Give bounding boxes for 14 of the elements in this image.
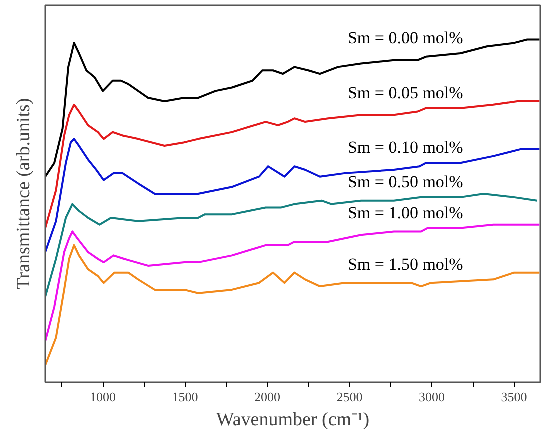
x-tick-label: 3500 (501, 390, 528, 404)
x-tick-label: 2500 (336, 390, 363, 404)
series-label: Sm = 0.50 mol% (348, 172, 464, 192)
x-tick-label: 1000 (90, 390, 116, 404)
series-label: Sm = 0.10 mol% (348, 138, 464, 158)
series-label: Sm = 1.50 mol% (348, 254, 464, 274)
x-axis-title: Wavenumber (cm⁻¹) (216, 410, 370, 430)
series-label: Sm = 0.05 mol% (348, 83, 464, 102)
series-label: Sm = 1.00 mol% (348, 203, 464, 222)
series-label: Sm = 0.00 mol% (348, 28, 464, 48)
x-tick-label: 2000 (254, 390, 281, 404)
x-tick-label: 1500 (172, 390, 198, 404)
y-axis-title: Transmittance (arb.units) (14, 98, 34, 290)
x-tick-label: 3000 (418, 390, 445, 404)
